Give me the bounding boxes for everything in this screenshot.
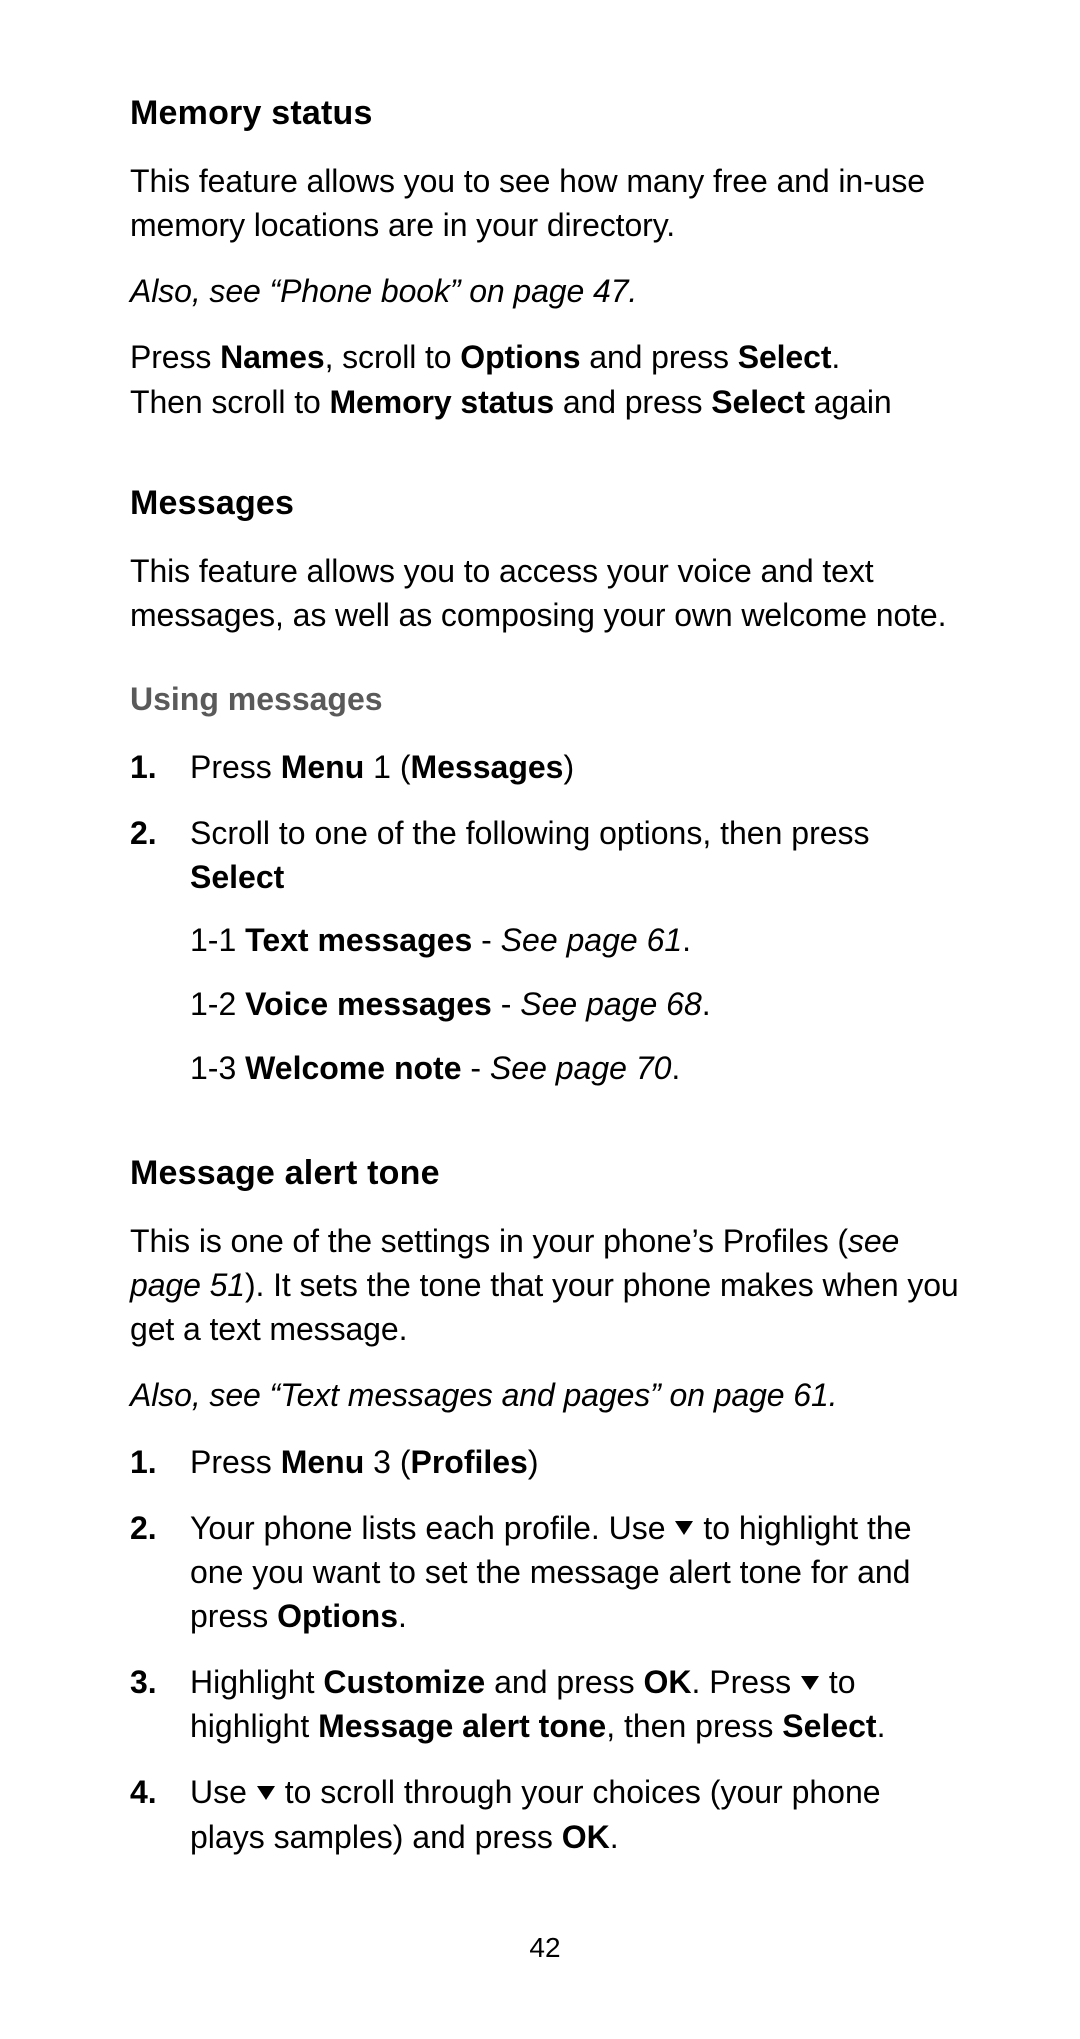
- list-item: 4. Use to scroll through your choices (y…: [130, 1770, 960, 1858]
- spacer: [130, 659, 960, 677]
- heading-messages: Messages: [130, 480, 960, 527]
- text: Use: [190, 1774, 256, 1810]
- key-ok: OK: [644, 1664, 692, 1700]
- cross-ref-note: Also, see “Phone book” on page 47.: [130, 269, 960, 313]
- sub-option: 1-1 Text messages - See page 61.: [190, 918, 960, 962]
- step-text: Press Menu 3 (Profiles): [190, 1440, 960, 1484]
- opt-voice-messages: Voice messages: [245, 986, 492, 1022]
- key-memory-status: Memory status: [329, 384, 554, 420]
- key-select: Select: [738, 339, 832, 375]
- text: Then scroll to: [130, 384, 329, 420]
- text: .: [398, 1598, 407, 1634]
- key-select: Select: [782, 1708, 876, 1744]
- page-ref: See page 70: [490, 1050, 672, 1086]
- step-text: Use to scroll through your choices (your…: [190, 1770, 960, 1858]
- sub-option: 1-2 Voice messages - See page 68.: [190, 982, 960, 1026]
- text: This is one of the settings in your phon…: [130, 1223, 848, 1259]
- text: .: [610, 1819, 619, 1855]
- key-select: Select: [190, 859, 284, 895]
- sub-option: 1-3 Welcome note - See page 70.: [190, 1046, 960, 1090]
- text: Press: [130, 339, 220, 375]
- text: .: [831, 339, 840, 375]
- key-menu: Menu: [281, 1444, 365, 1480]
- cross-ref-note: Also, see “Text messages and pages” on p…: [130, 1373, 960, 1417]
- text: , scroll to: [325, 339, 461, 375]
- list-item: 2. Scroll to one of the following option…: [130, 811, 960, 1110]
- list-item: 2. Your phone lists each profile. Use to…: [130, 1506, 960, 1638]
- step-text: Highlight Customize and press OK. Press …: [190, 1660, 960, 1748]
- text: to scroll through your choices (your pho…: [190, 1774, 881, 1854]
- key-profiles: Profiles: [410, 1444, 527, 1480]
- subheading-using-messages: Using messages: [130, 677, 960, 721]
- spacer: [130, 1140, 960, 1150]
- key-names: Names: [220, 339, 324, 375]
- paragraph: This feature allows you to see how many …: [130, 159, 960, 247]
- heading-message-alert-tone: Message alert tone: [130, 1150, 960, 1197]
- text: Press: [190, 749, 281, 785]
- text: ): [528, 1444, 539, 1480]
- step-number: 1.: [130, 1440, 190, 1484]
- text: Highlight: [190, 1664, 323, 1700]
- text: -: [492, 986, 520, 1022]
- step-number: 3.: [130, 1660, 190, 1704]
- key-options: Options: [277, 1598, 398, 1634]
- down-arrow-icon: [801, 1676, 819, 1690]
- list-item: 1. Press Menu 3 (Profiles): [130, 1440, 960, 1484]
- step-number: 2.: [130, 811, 190, 855]
- text: . Press: [692, 1664, 800, 1700]
- page-ref: See page 61: [501, 922, 683, 958]
- spacer: [130, 446, 960, 480]
- text: 1-3: [190, 1050, 245, 1086]
- text: 1-2: [190, 986, 245, 1022]
- text: ): [563, 749, 574, 785]
- text: and press: [580, 339, 737, 375]
- text: Press: [190, 1444, 281, 1480]
- text: .: [671, 1050, 680, 1086]
- page-ref: See page 68: [520, 986, 702, 1022]
- key-options: Options: [460, 339, 580, 375]
- text: ). It sets the tone that your phone make…: [130, 1267, 959, 1347]
- opt-text-messages: Text messages: [245, 922, 472, 958]
- down-arrow-icon: [675, 1521, 693, 1535]
- text: .: [877, 1708, 886, 1744]
- step-list: 1. Press Menu 3 (Profiles) 2. Your phone…: [130, 1440, 960, 1859]
- text: 1-1: [190, 922, 245, 958]
- instruction-line: Press Names, scroll to Options and press…: [130, 335, 960, 423]
- text: .: [682, 922, 691, 958]
- key-customize: Customize: [323, 1664, 485, 1700]
- page-number: 42: [130, 1929, 960, 1968]
- text: , then press: [606, 1708, 782, 1744]
- step-number: 2.: [130, 1506, 190, 1550]
- list-item: 3. Highlight Customize and press OK. Pre…: [130, 1660, 960, 1748]
- heading-memory-status: Memory status: [130, 90, 960, 137]
- text: -: [472, 922, 500, 958]
- text: 1 (: [364, 749, 410, 785]
- key-ok: OK: [562, 1819, 610, 1855]
- text: Scroll to one of the following options, …: [190, 815, 870, 851]
- opt-welcome-note: Welcome note: [245, 1050, 461, 1086]
- paragraph: This is one of the settings in your phon…: [130, 1219, 960, 1351]
- key-message-alert-tone: Message alert tone: [318, 1708, 606, 1744]
- text: .: [702, 986, 711, 1022]
- text: -: [461, 1050, 489, 1086]
- step-text: Scroll to one of the following options, …: [190, 811, 960, 1110]
- step-number: 4.: [130, 1770, 190, 1814]
- key-messages: Messages: [410, 749, 563, 785]
- text: and press: [554, 384, 711, 420]
- step-list: 1. Press Menu 1 (Messages) 2. Scroll to …: [130, 745, 960, 1110]
- manual-page: Memory status This feature allows you to…: [0, 0, 1080, 2039]
- key-select: Select: [711, 384, 805, 420]
- text: 3 (: [364, 1444, 410, 1480]
- key-menu: Menu: [281, 749, 365, 785]
- down-arrow-icon: [257, 1786, 275, 1800]
- sub-option-list: 1-1 Text messages - See page 61. 1-2 Voi…: [190, 918, 960, 1090]
- text: and press: [485, 1664, 643, 1700]
- step-text: Press Menu 1 (Messages): [190, 745, 960, 789]
- text: Your phone lists each profile. Use: [190, 1510, 674, 1546]
- step-text: Your phone lists each profile. Use to hi…: [190, 1506, 960, 1638]
- step-number: 1.: [130, 745, 190, 789]
- paragraph: This feature allows you to access your v…: [130, 549, 960, 637]
- text: again: [805, 384, 892, 420]
- list-item: 1. Press Menu 1 (Messages): [130, 745, 960, 789]
